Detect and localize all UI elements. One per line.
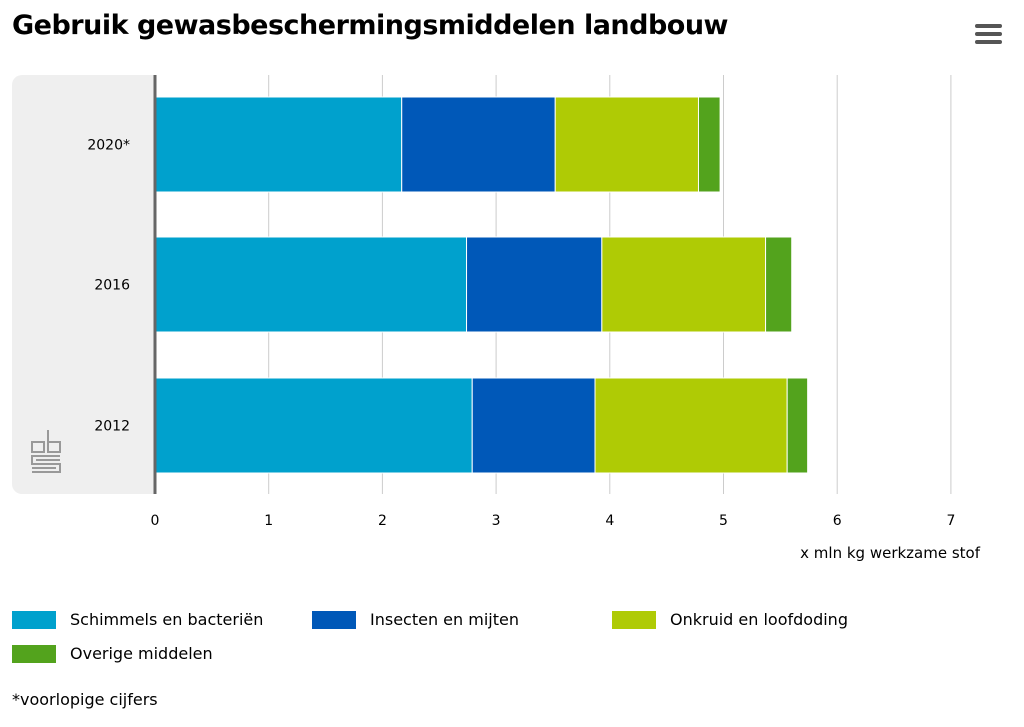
legend-item[interactable]: Overige middelen	[12, 644, 213, 663]
cbs-logo	[31, 430, 61, 473]
bar-segment	[154, 96, 403, 193]
legend-swatch	[612, 610, 656, 629]
chart-title: Gebruik gewasbeschermingsmiddelen landbo…	[12, 10, 729, 41]
footnote: *voorlopige cijfers	[12, 690, 158, 709]
legend-item[interactable]: Schimmels en bacteriën	[12, 610, 263, 629]
category-panel	[12, 75, 155, 494]
chart-plot: 0 1 2 3 4 5 6 7 2020* 2016 2012 x mln kg werkzame s…	[87, 75, 981, 562]
legend-label: Insecten en mijten	[370, 610, 519, 629]
bar-segment	[401, 96, 556, 193]
legend-label: Schimmels en bacteriën	[70, 610, 264, 629]
bar-segment	[765, 236, 793, 333]
bar-segment	[594, 377, 788, 474]
bar-segment	[154, 236, 468, 333]
x-tick-label: 0	[151, 513, 160, 529]
x-axis-label: x mln kg werkzame stof	[800, 544, 981, 562]
x-tick-label: 1	[264, 513, 273, 529]
bar-segment	[786, 377, 809, 474]
legend-item[interactable]: Onkruid en loofdoding	[612, 610, 848, 629]
legend-swatch	[12, 644, 56, 663]
bar-segment	[466, 236, 603, 333]
legend-label: Onkruid en loofdoding	[670, 610, 848, 629]
category-label: 2016	[94, 278, 130, 294]
bar-segment	[697, 96, 721, 193]
category-label: 2020*	[87, 138, 130, 154]
x-tick-label: 6	[833, 513, 842, 529]
bar-segment	[601, 236, 767, 333]
legend-swatch	[312, 610, 356, 629]
x-tick-label: 5	[719, 513, 728, 529]
x-tick-label: 7	[946, 513, 955, 529]
category-label: 2012	[94, 419, 130, 435]
hamburger-menu-icon[interactable]	[975, 24, 1002, 48]
x-tick-label: 4	[605, 513, 614, 529]
bar-segment	[471, 377, 596, 474]
legend-item[interactable]: Insecten en mijten	[312, 610, 519, 629]
x-tick-label: 3	[492, 513, 501, 529]
legend-label: Overige middelen	[70, 644, 213, 663]
bar-segment	[554, 96, 699, 193]
legend-swatch	[12, 610, 56, 629]
x-tick-label: 2	[378, 513, 387, 529]
bar-segment	[154, 377, 473, 474]
